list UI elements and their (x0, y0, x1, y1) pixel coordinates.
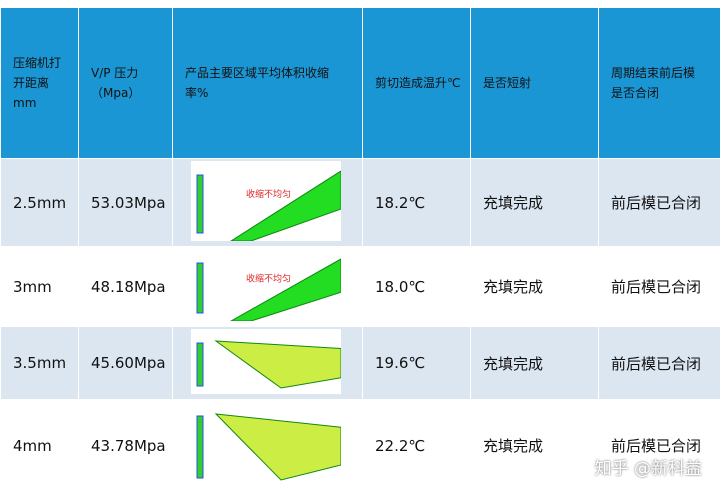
cell-text: 53.03Mpa (91, 193, 166, 212)
table-cell: 18.2℃ (362, 158, 471, 247)
table-cell: 53.03Mpa (78, 158, 173, 247)
shrinkage-image: 收缩不均匀 (191, 248, 342, 321)
header-line: 开距离 (13, 76, 50, 90)
watermark: 知乎 @新科益 (594, 459, 702, 479)
cell-text: 22.2℃ (375, 436, 426, 455)
table-row: 4mm 43.78Mpa 22.2℃ 充填完成 前后模已合闭 (0, 399, 720, 492)
color-scale (196, 342, 204, 386)
header-cell: V/P 压力 （Mpa） (78, 7, 173, 159)
data-table: 压缩机打开距离 mm V/P 压力 （Mpa） 产品主要区域平均体积收缩 率% 剪切造成温升… (0, 7, 720, 492)
cell-text: 前后模已合闭 (611, 278, 702, 296)
cell-text: 4mm (13, 436, 52, 455)
shrinkage-image: 收缩不均匀 (191, 160, 342, 241)
cell-text: 充填完成 (483, 437, 544, 455)
table-row: 2.5mm 53.03Mpa 收缩不均匀 18.2℃ 充填完成 前后模已合闭 (0, 158, 720, 247)
header-line: 周期结束前后模 (611, 66, 696, 80)
table-body: 2.5mm 53.03Mpa 收缩不均匀 18.2℃ 充填完成 前后模已合闭 3mm 48.1… (0, 158, 720, 492)
header-line: mm (13, 96, 37, 110)
header-row: 压缩机打开距离 mm V/P 压力 （Mpa） 产品主要区域平均体积收缩 率% 剪切造成温升… (0, 7, 720, 159)
color-scale (196, 415, 204, 478)
header-line: （Mpa） (91, 86, 141, 100)
table-cell: 充填完成 (470, 158, 599, 247)
header-line: 是否合闭 (611, 86, 660, 100)
image-note: 收缩不均匀 (246, 272, 291, 284)
cell-text: 充填完成 (483, 278, 544, 296)
cell-text: 3.5mm (13, 354, 67, 372)
cell-text: 前后模已合闭 (611, 437, 702, 455)
table-cell: 4mm (0, 399, 79, 492)
cell-text: 2.5mm (13, 193, 67, 212)
image-note: 收缩不均匀 (246, 188, 291, 200)
color-scale (196, 174, 204, 233)
table-cell: 前后模已合闭 (598, 158, 720, 247)
table-cell: 2.5mm (0, 158, 79, 247)
shrinkage-image (191, 401, 342, 486)
header-cell: 是否短射 (470, 7, 599, 159)
table-cell: 45.60Mpa (78, 326, 173, 400)
cell-text: 18.0℃ (375, 277, 426, 296)
table-cell: 前后模已合闭 (598, 326, 720, 400)
header-line: 是否短射 (483, 76, 532, 90)
image-cell: 收缩不均匀 (172, 158, 363, 247)
table-cell: 22.2℃ (362, 399, 471, 492)
color-scale (196, 262, 204, 313)
table-cell: 前后模已合闭 (598, 399, 720, 492)
header-cell: 压缩机打开距离 mm (0, 7, 79, 159)
table-cell: 19.6℃ (362, 326, 471, 400)
header-cell: 产品主要区域平均体积收缩 率% (172, 7, 363, 159)
cell-text: 3mm (13, 277, 52, 296)
table-cell: 3.5mm (0, 326, 79, 400)
table-cell: 充填完成 (470, 326, 599, 400)
image-cell: 收缩不均匀 (172, 246, 363, 327)
header-line: 产品主要区域平均体积收缩 (185, 66, 330, 80)
image-cell (172, 326, 363, 400)
cell-text: 43.78Mpa (91, 436, 166, 455)
table-row: 3mm 48.18Mpa 收缩不均匀 18.0℃ 充填完成 前后模已合闭 (0, 246, 720, 327)
table-cell: 充填完成 (470, 246, 599, 327)
header-cell: 周期结束前后模 是否合闭 (598, 7, 720, 159)
cell-text: 19.6℃ (375, 354, 426, 372)
image-cell (172, 399, 363, 492)
table-row: 3.5mm 45.60Mpa 19.6℃ 充填完成 前后模已合闭 (0, 326, 720, 400)
cell-text: 48.18Mpa (91, 277, 166, 296)
table-cell: 18.0℃ (362, 246, 471, 327)
table-cell: 3mm (0, 246, 79, 327)
header-line: V/P 压力 (91, 66, 139, 80)
cell-text: 前后模已合闭 (611, 354, 702, 373)
cell-text: 充填完成 (483, 194, 544, 212)
table-cell: 48.18Mpa (78, 246, 173, 327)
header-line: 压缩机打 (13, 56, 62, 70)
header-cell: 剪切造成温升℃ (362, 7, 471, 159)
cell-text: 充填完成 (483, 354, 544, 373)
cell-text: 18.2℃ (375, 193, 426, 212)
header-line: 剪切造成温升℃ (375, 76, 461, 90)
table-cell: 前后模已合闭 (598, 246, 720, 327)
table-cell: 充填完成 (470, 399, 599, 492)
cell-text: 前后模已合闭 (611, 194, 702, 212)
header-line: 率% (185, 86, 209, 100)
shrinkage-image (191, 328, 342, 394)
cell-text: 45.60Mpa (91, 354, 166, 372)
table-cell: 43.78Mpa (78, 399, 173, 492)
